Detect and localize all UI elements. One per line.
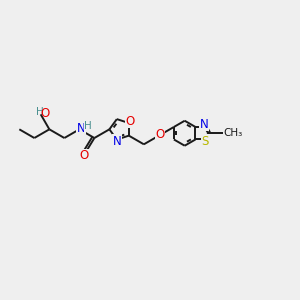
Text: O: O bbox=[80, 149, 89, 162]
Text: S: S bbox=[202, 135, 209, 148]
Text: CH₃: CH₃ bbox=[223, 128, 242, 138]
Text: N: N bbox=[200, 118, 208, 131]
Text: O: O bbox=[156, 128, 165, 141]
Text: H: H bbox=[36, 107, 44, 117]
Text: O: O bbox=[40, 107, 50, 120]
Text: H: H bbox=[84, 121, 92, 131]
Text: O: O bbox=[125, 115, 134, 128]
Text: N: N bbox=[77, 122, 85, 135]
Text: N: N bbox=[112, 135, 121, 148]
